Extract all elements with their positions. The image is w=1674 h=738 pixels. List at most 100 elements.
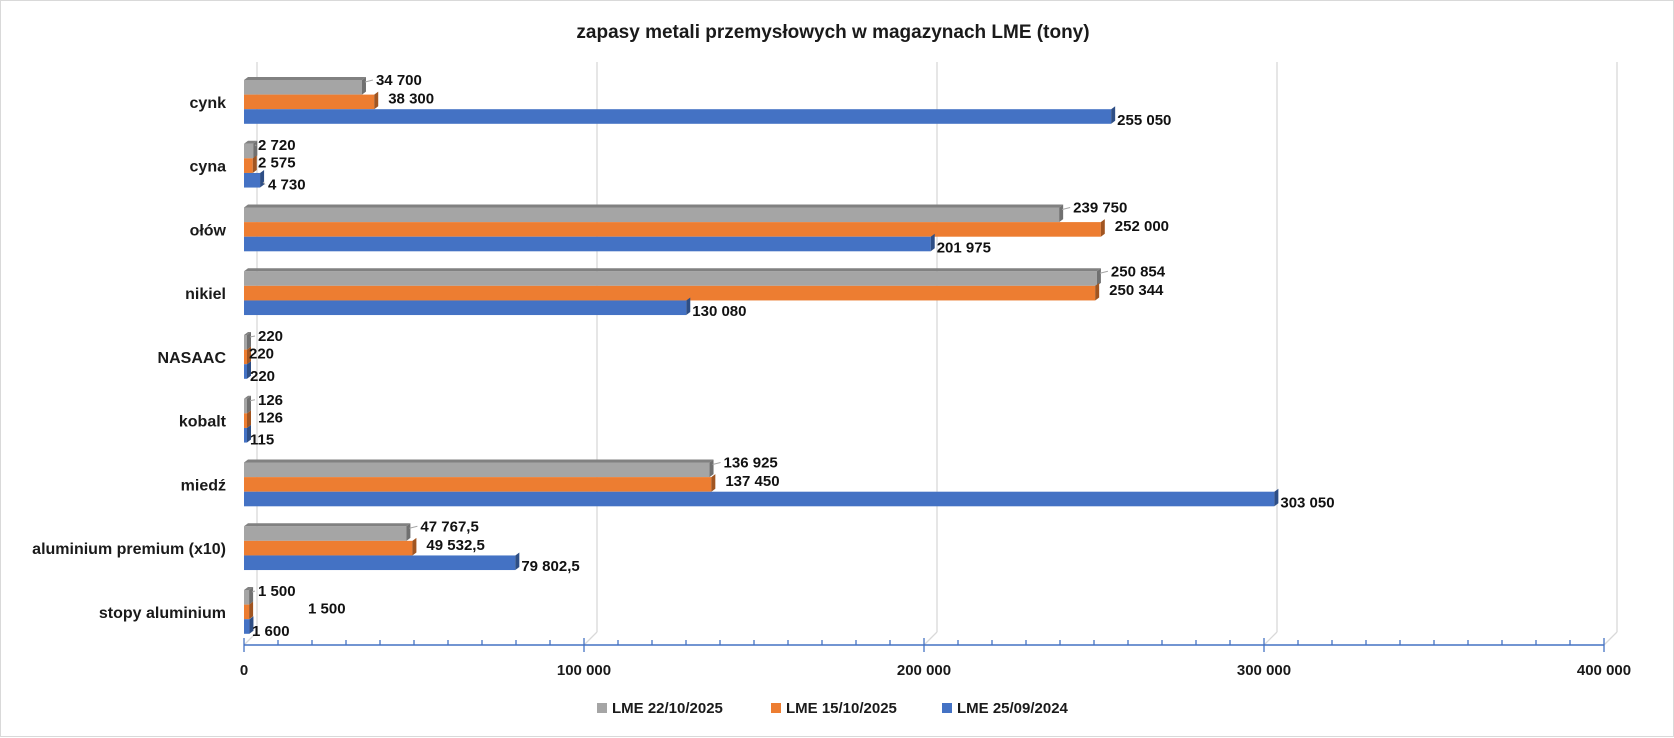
bar: [244, 410, 251, 428]
data-label: 126: [258, 409, 283, 426]
category-label: cyna: [190, 159, 227, 176]
bar: [244, 268, 1101, 286]
bar: [244, 616, 254, 634]
data-label: 250 854: [1111, 263, 1166, 280]
leader-line: [249, 335, 256, 338]
bar: [244, 140, 258, 159]
category-label: cynk: [190, 95, 227, 112]
data-label: 255 050: [1117, 112, 1171, 129]
bar: [244, 537, 417, 556]
x-tick-label: 200 000: [897, 662, 951, 679]
leader-line: [364, 79, 374, 83]
legend-swatch: [942, 703, 952, 713]
legend-swatch: [597, 703, 607, 713]
bar: [244, 91, 379, 110]
category-label: aluminium premium (x10): [32, 541, 226, 558]
bar: [244, 488, 1279, 507]
bar: [244, 424, 251, 443]
x-tick-label: 400 000: [1577, 662, 1631, 679]
data-label: 1 500: [258, 583, 296, 600]
bar: [244, 204, 1064, 223]
bar: [244, 233, 935, 252]
leader-line: [712, 462, 721, 465]
bar: [244, 155, 257, 173]
x-tick-label: 100 000: [557, 662, 611, 679]
bars: [244, 77, 1279, 634]
bar: [244, 361, 251, 379]
gridline-floor: [583, 631, 598, 646]
data-label: 136 925: [724, 455, 778, 472]
category-label: stopy aluminium: [99, 605, 226, 622]
data-label: 4 730: [268, 177, 306, 194]
legend-item[interactable]: LME 15/10/2025: [771, 700, 897, 717]
leader-line: [249, 399, 256, 402]
gridline-floor: [1603, 631, 1618, 646]
leader-line: [409, 525, 418, 529]
leader-line: [254, 144, 257, 147]
bar: [244, 332, 251, 350]
data-label: 250 344: [1109, 282, 1164, 299]
data-label: 34 700: [376, 72, 422, 89]
data-label: 49 532,5: [426, 537, 484, 554]
bar: [244, 474, 716, 492]
x-tick-label: 300 000: [1237, 662, 1291, 679]
bar: [244, 297, 691, 316]
legend-swatch: [771, 703, 781, 713]
data-label: 201 975: [937, 239, 991, 256]
bar: [244, 169, 265, 188]
data-label: 1 600: [252, 623, 290, 640]
legend-label: LME 22/10/2025: [612, 700, 723, 717]
category-label: NASAAC: [158, 350, 227, 367]
gridlines: [243, 62, 1618, 646]
data-label: 220: [250, 368, 275, 385]
data-label: 239 750: [1073, 200, 1127, 217]
category-label: miedź: [181, 477, 226, 494]
data-label: 1 500: [308, 601, 346, 618]
data-label: 79 802,5: [521, 558, 579, 575]
leader-line: [1062, 207, 1071, 210]
bar: [244, 77, 366, 95]
x-axis: 0 100 000 200 000 300 000 400 000: [240, 638, 1631, 679]
category-label: kobalt: [179, 414, 227, 431]
data-label: 130 080: [692, 303, 746, 320]
data-label: 47 767,5: [420, 518, 478, 535]
gridline-floor: [1263, 631, 1278, 646]
bar: [244, 459, 714, 478]
bar: [244, 601, 254, 620]
bar: [244, 395, 251, 414]
legend[interactable]: LME 22/10/2025 LME 15/10/2025 LME 25/09/20…: [597, 700, 1069, 717]
leader-line: [1099, 270, 1109, 274]
legend-item[interactable]: LME 25/09/2024: [942, 700, 1069, 717]
data-label: 2 575: [258, 154, 296, 171]
leader-line: [262, 181, 266, 185]
chart-title: zapasy metali przemysłowych w magazynach…: [576, 22, 1089, 43]
bar: [244, 106, 1116, 124]
bar: [244, 346, 251, 365]
bar: [244, 552, 520, 571]
data-label: 220: [258, 328, 283, 345]
data-label: 2 720: [258, 137, 296, 154]
data-label: 38 300: [388, 91, 434, 108]
data-label: 303 050: [1280, 494, 1334, 511]
gridline-floor: [923, 631, 938, 646]
x-tick-label: 0: [240, 662, 248, 679]
category-labels: cynk cyna ołów nikiel NASAAC kobalt miedź alumi…: [32, 95, 226, 622]
legend-label: LME 15/10/2025: [786, 700, 897, 717]
bar: [244, 587, 254, 605]
data-label: 137 450: [725, 473, 779, 490]
category-label: ołów: [190, 222, 227, 239]
data-label: 220: [249, 346, 274, 363]
bar: [244, 282, 1100, 301]
legend-label: LME 25/09/2024: [957, 700, 1069, 717]
data-label: 115: [250, 432, 274, 449]
data-label: 126: [258, 392, 283, 409]
leader-line: [251, 590, 256, 593]
category-label: nikiel: [185, 286, 226, 303]
bar: [244, 523, 411, 541]
gridline-floor: [243, 631, 258, 646]
legend-item[interactable]: LME 22/10/2025: [597, 700, 723, 717]
data-label: 252 000: [1115, 218, 1169, 235]
